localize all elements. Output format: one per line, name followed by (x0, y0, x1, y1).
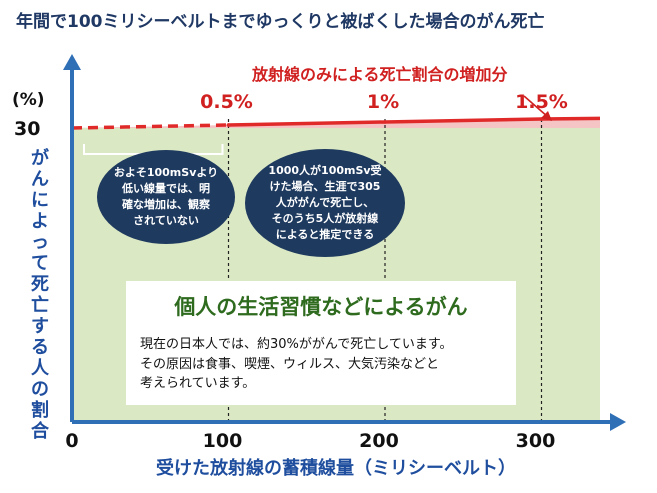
y-unit-label: (%) (12, 90, 45, 110)
x-tick-label: 300 (516, 430, 556, 452)
y-axis-title: がんによって死亡する人の割合 (31, 147, 50, 442)
series-line-dashed (71, 123, 229, 130)
x-tick-label: 100 (203, 430, 243, 452)
series-line-solid (228, 116, 601, 127)
legend-pointer-arrowhead (541, 111, 552, 121)
y-axis-arrowhead (63, 54, 81, 70)
data-point (226, 123, 231, 127)
callout-bubble-low-dose: およそ100mSvより 低い線量では、明 確な増加は、観察 されていない (97, 150, 235, 244)
increase-label: 0.5% (200, 91, 253, 113)
y-tick-label: 30 (14, 118, 40, 140)
increase-label: 1.5% (515, 91, 568, 113)
legend-pointer-line (523, 95, 549, 118)
data-point (383, 120, 387, 124)
legend-label: 放射線のみによる死亡割合の増加分 (251, 65, 508, 84)
info-box-heading: 個人の生活習慣などによるがん (174, 295, 468, 319)
x-axis-title: 受けた放射線の蓄積線量（ミリシーベルト） (156, 457, 516, 479)
chart-title: 年間で100ミリシーベルトまでゆっくりと被ばくした場合のがん死亡 (16, 11, 545, 32)
x-tick-label: 0 (65, 430, 78, 452)
callout-bubble-estimate: 1000人が100mSv受 けた場合、生涯で305 人ががんで死亡し、 そのうち… (245, 149, 405, 257)
info-box-body: 現在の日本人では、約30%ががんで死亡しています。 その原因は食事、喫煙、ウィル… (140, 337, 453, 391)
increase-label: 1% (367, 91, 399, 113)
x-tick-label: 200 (359, 430, 399, 452)
lifestyle-info-box: 個人の生活習慣などによるがん 現在の日本人では、約30%ががんで死亡しています。… (126, 281, 516, 405)
x-axis-arrowhead (610, 413, 626, 431)
